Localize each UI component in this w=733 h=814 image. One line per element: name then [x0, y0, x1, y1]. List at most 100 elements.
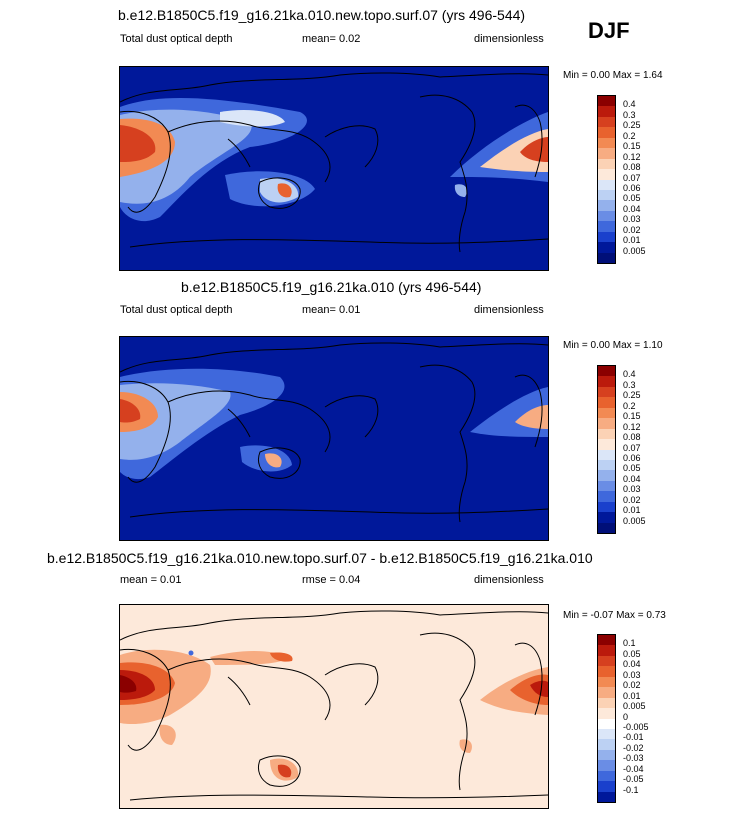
colorbar-label: 0.12: [623, 421, 641, 432]
colorbar-label: 0.3: [623, 109, 636, 120]
colorbar-label: -0.005: [623, 721, 649, 732]
colorbar-swatch: [598, 418, 615, 429]
colorbar-label: 0.1: [623, 638, 636, 649]
panel-1-mean: mean= 0.02: [302, 33, 361, 45]
colorbar-label: 0.07: [623, 172, 641, 183]
panel-2-map: [119, 336, 549, 541]
colorbar-label: 0.005: [623, 515, 646, 526]
panel-3-units: dimensionless: [474, 574, 544, 586]
colorbar-swatch: [598, 718, 615, 729]
colorbar-swatch: [598, 116, 615, 128]
colorbar-swatch: [598, 480, 615, 492]
colorbar-label: 0.02: [623, 224, 641, 235]
panel-2-variable-label: Total dust optical depth: [120, 304, 233, 316]
panel-3-mean: mean = 0.01: [120, 574, 182, 586]
colorbar-label: 0.07: [623, 442, 641, 453]
colorbar-swatch: [598, 655, 615, 667]
colorbar-label: 0.3: [623, 379, 636, 390]
colorbar-swatch: [598, 501, 615, 513]
colorbar-label: 0.06: [623, 182, 641, 193]
colorbar-swatch: [598, 127, 615, 138]
panel-1-dust-plumes: [120, 97, 548, 222]
colorbar-swatch: [598, 781, 615, 792]
colorbar-swatch: [598, 666, 615, 677]
colorbar-label: 0.01: [623, 690, 641, 701]
colorbar-swatch: [598, 645, 615, 656]
colorbar-swatch: [598, 200, 615, 211]
colorbar-label: 0.4: [623, 369, 636, 380]
colorbar-label: 0.12: [623, 151, 641, 162]
colorbar-label: 0.06: [623, 452, 641, 463]
colorbar-label: 0.4: [623, 99, 636, 110]
colorbar-label: 0.05: [623, 648, 641, 659]
colorbar-swatch: [598, 407, 615, 419]
panel-3-background-field: [120, 605, 548, 808]
colorbar-label: 0.005: [623, 701, 646, 712]
colorbar-label: -0.03: [623, 753, 644, 764]
colorbar-label: 0.05: [623, 463, 641, 474]
panel-3-negative-anomaly: [188, 650, 194, 656]
colorbar-swatch: [598, 169, 615, 180]
panel-2-mean: mean= 0.01: [302, 304, 361, 316]
panel-2-units: dimensionless: [474, 304, 544, 316]
panel-3-colorbar: [597, 634, 616, 803]
colorbar-swatch: [598, 687, 615, 698]
panel-3-colorbar-swatches: [598, 635, 615, 802]
colorbar-swatch: [598, 96, 615, 107]
colorbar-swatch: [598, 459, 615, 471]
panel-1-variable-label: Total dust optical depth: [120, 33, 233, 45]
colorbar-swatch: [598, 708, 615, 719]
colorbar-swatch: [598, 739, 615, 750]
panel-3-colorbar-labels: 0.1 0.05 0.04 0.03 0.02 0.01 0.005 0 -0.005 -0.01…: [623, 634, 663, 801]
colorbar-swatch: [598, 231, 615, 243]
panel-3-difference-plumes: [120, 649, 548, 781]
colorbar-label: -0.05: [623, 774, 644, 785]
colorbar-swatch: [598, 242, 615, 253]
colorbar-swatch: [598, 397, 615, 408]
colorbar-label: 0.08: [623, 162, 641, 173]
panel-1-units: dimensionless: [474, 33, 544, 45]
panel-1-coastlines: [120, 72, 548, 253]
colorbar-label: 0.2: [623, 400, 636, 411]
panel-2-colorbar: [597, 365, 616, 534]
colorbar-label: 0.04: [623, 659, 641, 670]
colorbar-label: 0.03: [623, 484, 641, 495]
colorbar-label: 0.15: [623, 411, 641, 422]
colorbar-swatch: [598, 189, 615, 201]
colorbar-swatch: [598, 512, 615, 523]
colorbar-label: 0.15: [623, 141, 641, 152]
panel-3-title: b.e12.B1850C5.f19_g16.21ka.010.new.topo.…: [47, 550, 593, 566]
colorbar-swatch: [598, 728, 615, 740]
colorbar-label: 0.03: [623, 669, 641, 680]
colorbar-swatch: [598, 676, 615, 688]
colorbar-swatch: [598, 749, 615, 761]
colorbar-label: -0.04: [623, 763, 644, 774]
colorbar-swatch: [598, 770, 615, 782]
colorbar-swatch: [598, 635, 615, 646]
panel-1-colorbar: [597, 95, 616, 264]
panel-3-rmse: rmse = 0.04: [302, 574, 361, 586]
colorbar-swatch: [598, 366, 615, 377]
panel-1-title: b.e12.B1850C5.f19_g16.21ka.010.new.topo.…: [118, 7, 526, 23]
colorbar-swatch: [598, 760, 615, 771]
colorbar-label: 0.04: [623, 203, 641, 214]
panel-1-minmax: Min = 0.00 Max = 1.64: [563, 70, 663, 81]
colorbar-swatch: [598, 158, 615, 170]
colorbar-swatch: [598, 470, 615, 481]
colorbar-label: -0.02: [623, 742, 644, 753]
colorbar-swatch: [598, 491, 615, 502]
panel-2-colorbar-swatches: [598, 366, 615, 533]
colorbar-swatch: [598, 386, 615, 398]
colorbar-label: 0.005: [623, 245, 646, 256]
panel-3-minmax: Min = -0.07 Max = 0.73: [563, 610, 666, 621]
colorbar-label: -0.01: [623, 732, 644, 743]
panel-1-colorbar-labels: 0.4 0.3 0.25 0.2 0.15 0.12 0.08 0.07 0.06 0.05 0.0…: [623, 95, 663, 262]
colorbar-label: 0: [623, 711, 629, 722]
colorbar-swatch: [598, 791, 615, 802]
panel-1-colorbar-swatches: [598, 96, 615, 263]
colorbar-label: 0.05: [623, 193, 641, 204]
colorbar-label: 0.25: [623, 390, 641, 401]
panel-2-minmax: Min = 0.00 Max = 1.10: [563, 340, 663, 351]
panel-2-title: b.e12.B1850C5.f19_g16.21ka.010 (yrs 496-…: [181, 279, 482, 295]
panel-2-colorbar-labels: 0.4 0.3 0.25 0.2 0.15 0.12 0.08 0.07 0.06 0.05 0.0…: [623, 365, 663, 532]
